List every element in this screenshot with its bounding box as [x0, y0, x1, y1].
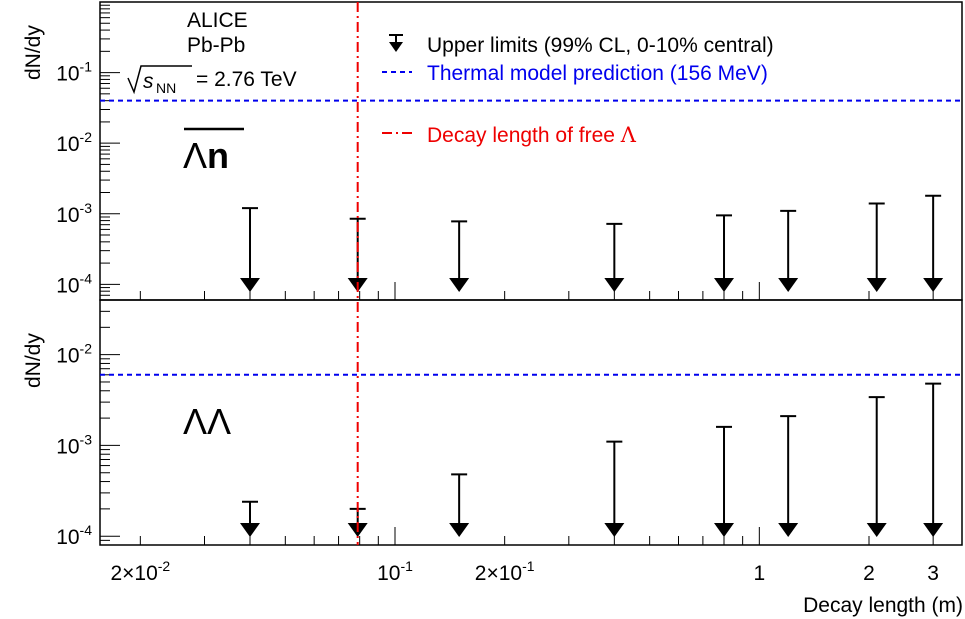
x-tick-label: 3 — [927, 562, 939, 585]
top-y-tick-label: 10-2 — [56, 129, 92, 156]
top-y-axis-title: dN/dy — [22, 25, 45, 80]
bottom-upper-limit-marker — [604, 440, 625, 537]
legend-decay-symbol: Λ — [620, 123, 637, 147]
bottom-plot-frame — [99, 299, 963, 546]
x-tick-label: 10-1 — [377, 558, 413, 585]
upper-limit-arrowhead — [604, 278, 625, 292]
top-y-tick-label: 10-1 — [56, 59, 92, 86]
x-tick-label: 2 — [863, 562, 875, 585]
upper-limit-arrowhead — [778, 523, 799, 537]
bottom-upper-limit-marker — [866, 396, 887, 537]
upper-limit-arrowhead — [240, 523, 261, 537]
x-axis-title: Decay length (m) — [803, 594, 963, 617]
bottom-upper-limit-marker — [714, 425, 735, 537]
system-label: Pb-Pb — [187, 34, 245, 57]
top-upper-limit-marker — [714, 214, 735, 292]
upper-limit-arrowhead — [240, 278, 261, 292]
bottom-y-axis-title: dN/dy — [22, 333, 45, 388]
top-y-tick-label: 10-4 — [56, 270, 92, 297]
legend-upper-limits-label: Upper limits (99% CL, 0-10% central) — [427, 34, 774, 57]
legend-upper-limit-symbol — [389, 34, 403, 52]
legend-decay-label: Decay length of free Λ — [427, 123, 637, 147]
legend-thermal-label: Thermal model prediction (156 MeV) — [427, 62, 768, 85]
bottom-upper-limit-marker — [449, 473, 470, 537]
upper-limit-arrowhead — [714, 523, 735, 537]
bottom-y-tick-label: 10-2 — [56, 341, 92, 368]
upper-limit-arrowhead — [449, 523, 470, 537]
legend-decay-prefix: Decay length of free — [427, 124, 621, 147]
x-tick-label: 2×10-2 — [110, 558, 170, 585]
upper-limit-arrowhead — [923, 523, 944, 537]
bottom-upper-limit-marker — [240, 500, 261, 537]
bottom-particle-label: ΛΛ — [183, 401, 231, 442]
top-y-tick-label: 10-3 — [56, 200, 92, 227]
x-tick-label: 2×10-1 — [475, 558, 535, 585]
bottom-y-tick-label: 10-4 — [56, 522, 92, 549]
legend-arrowhead — [389, 42, 403, 52]
top-upper-limit-marker — [923, 194, 944, 292]
bottom-upper-limit-marker — [923, 382, 944, 537]
top-upper-limit-marker — [449, 220, 470, 292]
upper-limit-arrowhead — [449, 278, 470, 292]
sqrt-s-symbol: s — [143, 70, 154, 93]
upper-limit-arrowhead — [714, 278, 735, 292]
energy-label: = 2.76 TeV — [196, 68, 297, 91]
top-particle-symbol: n — [207, 135, 229, 176]
sqrt-s-label: s — [143, 70, 154, 93]
top-particle-bar-symbol: Λ — [183, 135, 207, 176]
top-upper-limit-marker — [866, 202, 887, 292]
upper-limit-arrowhead — [778, 278, 799, 292]
upper-limit-arrowhead — [866, 278, 887, 292]
upper-limit-arrowhead — [866, 523, 887, 537]
experiment-label: ALICE — [187, 9, 248, 32]
top-upper-limit-marker — [604, 222, 625, 292]
sqrt-s-subscript: NN — [156, 80, 176, 96]
sqrt-symbol — [127, 65, 192, 95]
top-upper-limit-marker — [778, 209, 799, 292]
upper-limit-arrowhead — [923, 278, 944, 292]
top-upper-limit-marker — [240, 207, 261, 292]
top-particle-label: Λn — [183, 135, 229, 176]
x-tick-label: 1 — [753, 562, 765, 585]
bottom-y-tick-label: 10-3 — [56, 431, 92, 458]
upper-limit-arrowhead — [604, 523, 625, 537]
bottom-upper-limit-marker — [778, 415, 799, 537]
